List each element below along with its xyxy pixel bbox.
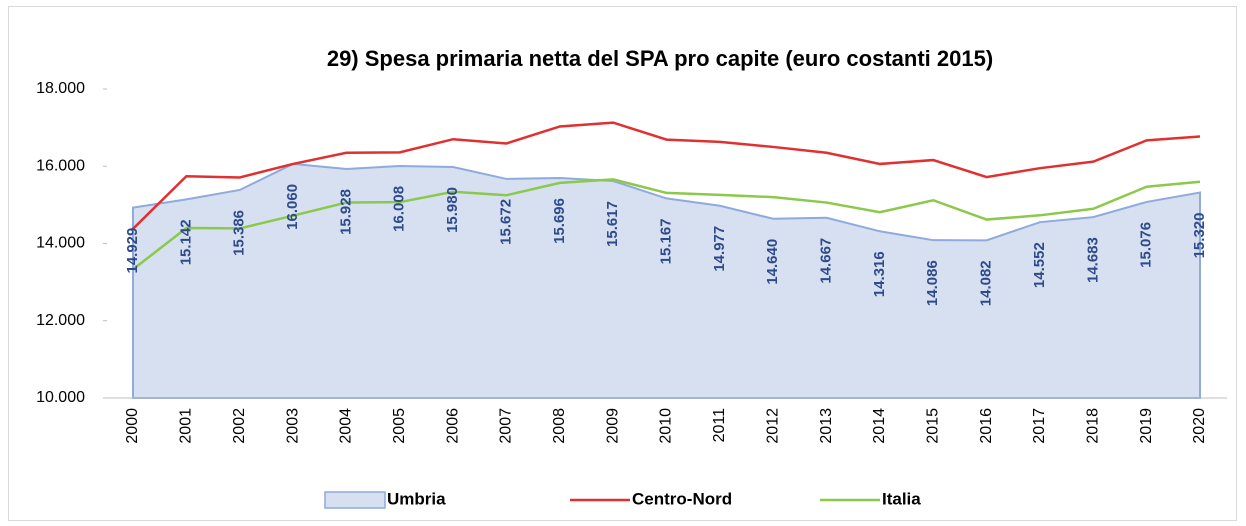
x-tick-label: 2003 bbox=[284, 408, 301, 444]
x-tick-label: 2011 bbox=[711, 408, 728, 443]
x-tick-label: 2002 bbox=[231, 408, 248, 444]
y-tick-label: 14.000 bbox=[36, 235, 85, 252]
y-tick-label: 18.000 bbox=[36, 80, 85, 97]
data-label: 15.167 bbox=[657, 218, 674, 264]
data-label: 15.617 bbox=[604, 201, 621, 247]
y-tick-label: 10.000 bbox=[36, 389, 85, 406]
x-tick-label: 2005 bbox=[391, 408, 408, 444]
data-label: 14.316 bbox=[871, 251, 888, 297]
data-label: 15.320 bbox=[1191, 213, 1208, 259]
legend-label: Umbria bbox=[387, 489, 446, 508]
x-tick-label: 2007 bbox=[498, 408, 515, 444]
x-tick-label: 2020 bbox=[1191, 408, 1208, 444]
data-label: 14.086 bbox=[924, 260, 941, 306]
data-label: 16.008 bbox=[391, 186, 408, 232]
x-tick-label: 2018 bbox=[1085, 408, 1102, 444]
data-label: 15.142 bbox=[177, 219, 194, 265]
legend-label: Centro-Nord bbox=[632, 489, 732, 508]
data-label: 14.552 bbox=[1031, 242, 1048, 288]
data-label: 14.683 bbox=[1084, 237, 1101, 283]
legend-swatch bbox=[324, 491, 386, 509]
y-tick-label: 16.000 bbox=[36, 157, 85, 174]
data-label: 15.928 bbox=[337, 189, 354, 235]
data-label: 14.082 bbox=[978, 260, 995, 306]
data-label: 15.386 bbox=[231, 210, 248, 256]
x-tick-label: 2012 bbox=[764, 408, 781, 444]
data-label: 15.076 bbox=[1138, 222, 1155, 268]
data-label: 15.672 bbox=[497, 199, 514, 245]
x-tick-label: 2004 bbox=[338, 408, 355, 444]
legend-label: Italia bbox=[882, 489, 921, 508]
x-tick-label: 2019 bbox=[1138, 408, 1155, 444]
line bbox=[132, 178, 1201, 271]
x-tick-label: 2000 bbox=[124, 408, 141, 444]
data-label: 14.667 bbox=[818, 238, 835, 284]
chart-title: 29) Spesa primaria netta del SPA pro cap… bbox=[327, 46, 993, 71]
data-label: 14.640 bbox=[764, 239, 781, 285]
data-label: 14.977 bbox=[711, 226, 728, 272]
x-tick-label: 2017 bbox=[1031, 408, 1048, 444]
data-label: 15.980 bbox=[444, 187, 461, 233]
x-tick-label: 2010 bbox=[658, 408, 675, 444]
x-tick-label: 2014 bbox=[871, 408, 888, 444]
data-label: 16.060 bbox=[284, 184, 301, 230]
x-tick-label: 2008 bbox=[551, 408, 568, 444]
x-tick-label: 2016 bbox=[978, 408, 995, 444]
x-tick-label: 2013 bbox=[818, 408, 835, 444]
data-label: 15.696 bbox=[551, 198, 568, 244]
x-tick-label: 2009 bbox=[604, 408, 621, 444]
line bbox=[132, 121, 1201, 230]
x-tick-label: 2006 bbox=[444, 408, 461, 444]
area bbox=[132, 162, 1201, 399]
x-tick-label: 2015 bbox=[924, 408, 941, 444]
data-label: 14.929 bbox=[124, 228, 141, 274]
x-tick-label: 2001 bbox=[178, 408, 195, 444]
y-tick-label: 12.000 bbox=[36, 312, 85, 329]
